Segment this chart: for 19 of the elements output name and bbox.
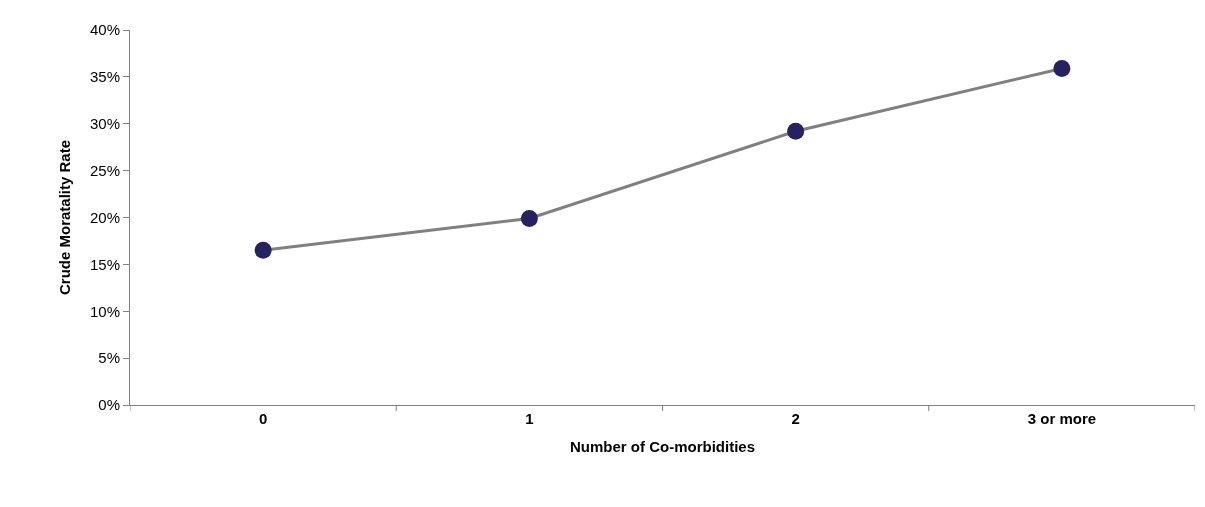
point: [254, 241, 272, 259]
x-tick-label: 1: [525, 410, 534, 427]
x-tick-label: 0: [258, 410, 268, 427]
x-axis-title: Number of Co-morbidities: [569, 438, 756, 455]
y-tick-label: 30%: [89, 115, 120, 132]
y-tick-label: 15%: [89, 255, 120, 273]
y-tick-label: 5%: [98, 349, 120, 367]
y-tick-label: 0%: [98, 396, 120, 414]
y-tick-label: 10%: [89, 302, 120, 320]
x-tick-label: 2: [791, 410, 800, 427]
point: [787, 122, 805, 140]
point: [1053, 59, 1071, 77]
y-tick-label: 40%: [89, 21, 120, 39]
y-tick-label: 25%: [89, 161, 120, 179]
point: [520, 209, 538, 227]
y-axis-title: Crude Moratality Rate: [56, 139, 74, 296]
x-tick-label: 3 or more: [1027, 410, 1097, 427]
y-tick-label: 20%: [89, 208, 120, 226]
y-tick-label: 35%: [89, 68, 120, 86]
